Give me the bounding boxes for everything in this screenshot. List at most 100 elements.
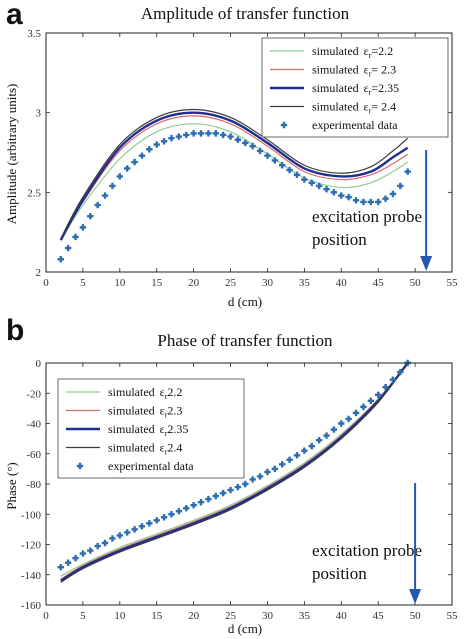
experimental-data-point [190,130,197,137]
panel-b-y-axis-label: Phase (°) [4,462,19,509]
experimental-data-point [360,198,367,206]
x-tick-label: 15 [151,610,163,622]
experimental-data-point [367,198,374,206]
experimental-data-point [397,368,404,376]
experimental-data-point [64,559,72,566]
experimental-data-point [271,465,279,473]
y-tick-label: 3.5 [27,28,41,40]
annotation-line-2: position [312,230,367,249]
experimental-data-point [330,189,338,196]
experimental-data-point [205,130,212,137]
experimental-data-point [389,376,397,383]
y-tick-label: -40 [26,419,41,431]
experimental-data-point [227,133,234,140]
experimental-data-point [352,409,360,417]
x-tick-label: 55 [447,610,459,622]
experimental-data-point [367,397,374,405]
experimental-data-point [153,517,160,524]
experimental-data-point [242,139,249,147]
y-tick-label: 0 [36,358,42,370]
x-tick-label: 5 [80,277,86,289]
experimental-data-point [264,152,271,159]
plot-frame [45,362,453,606]
legend-label: experimental data [312,118,398,132]
experimental-data-point [323,432,330,439]
series-line-sim_23 [60,115,409,241]
x-tick-label: 50 [410,277,422,289]
y-tick-label: -120 [21,540,42,552]
experimental-data-point [153,141,160,148]
experimental-data-point [131,526,138,533]
experimental-data-point [389,190,397,198]
panel-b-title: Phase of transfer function [157,331,333,350]
panel-b-plot-area: 0 5 10 15 20 25 30 35 40 45 50 55 -160 -140 -120 -100 -8… [21,358,458,622]
experimental-data-point [212,130,219,137]
experimental-data-point [256,147,264,155]
experimental-data-point [138,152,146,159]
x-tick-label: 10 [114,277,126,289]
experimental-data-point [338,192,345,199]
experimental-data-point [242,480,249,488]
plot-frame [45,32,453,273]
experimental-data-point [72,233,79,241]
legend: simulated εr=2.2 simulated εr= 2.3 simulated… [261,37,449,138]
panel-b-letter: b [6,314,24,347]
legend-label: simulated εr=2.35 [312,81,399,97]
legend-label: experimental data [108,459,194,473]
x-tick-label: 45 [373,610,385,622]
x-tick-label: 35 [299,277,311,289]
experimental-data-point [293,171,301,179]
x-tick-label: 40 [336,277,348,289]
panel-a-letter: a [6,0,23,31]
experimental-data-point [323,185,330,193]
y-tick-label: 2.5 [27,187,41,199]
legend-label: simulated εr2.2 [108,385,182,401]
x-tick-label: 25 [225,277,237,289]
experimental-data-point [234,136,242,143]
series-line-sim_24 [60,108,409,239]
experimental-data-point [160,514,168,521]
x-tick-label: 0 [43,277,49,289]
experimental-data-point [168,511,175,518]
experimental-data-point [197,130,205,137]
experimental-data-point [256,473,264,480]
experimental-data-point [79,224,87,231]
experimental-data-point [374,391,382,398]
experimental-data-point [308,179,315,186]
series-line-sim_235 [59,111,409,241]
experimental-data-point [271,157,279,164]
panel-a-amplitude-chart: a Amplitude of transfer function d (cm) … [4,0,458,309]
x-tick-label: 25 [225,610,237,622]
experimental-data-point [234,483,242,491]
experimental-data-point [94,542,101,550]
annotation-line-1: excitation probe [312,207,422,226]
experimental-data-point [124,529,131,536]
experimental-data-point [183,505,190,512]
experimental-data-point [293,452,301,459]
experimental-data-point [87,213,94,220]
x-tick-label: 20 [188,277,200,289]
experimental-data-point [116,173,124,180]
experimental-data-point [64,244,72,252]
experimental-data-point [124,165,131,172]
experimental-data-point [101,192,109,199]
experimental-data-point [264,468,271,476]
legend-marker-experimental [76,462,84,470]
series-line-sim_24 [60,363,409,583]
x-tick-label: 35 [299,610,311,622]
experimental-data-point [219,489,227,497]
legend: simulated εr2.2 simulated εr2.3 simulated εr2… [57,378,245,479]
legend-marker-experimental [280,121,288,129]
x-tick-label: 0 [43,610,49,622]
experimental-data-point [138,523,146,530]
experimental-data-point [382,195,389,202]
x-tick-label: 30 [262,610,274,622]
experimental-data-point [219,131,227,139]
experimental-data-point [345,415,352,423]
experimental-data-point [315,436,323,444]
legend-label: simulated εr2.35 [108,422,188,438]
experimental-data-point [212,492,219,500]
legend-label: simulated εr2.4 [108,441,182,457]
experimental-data-point [249,476,256,483]
